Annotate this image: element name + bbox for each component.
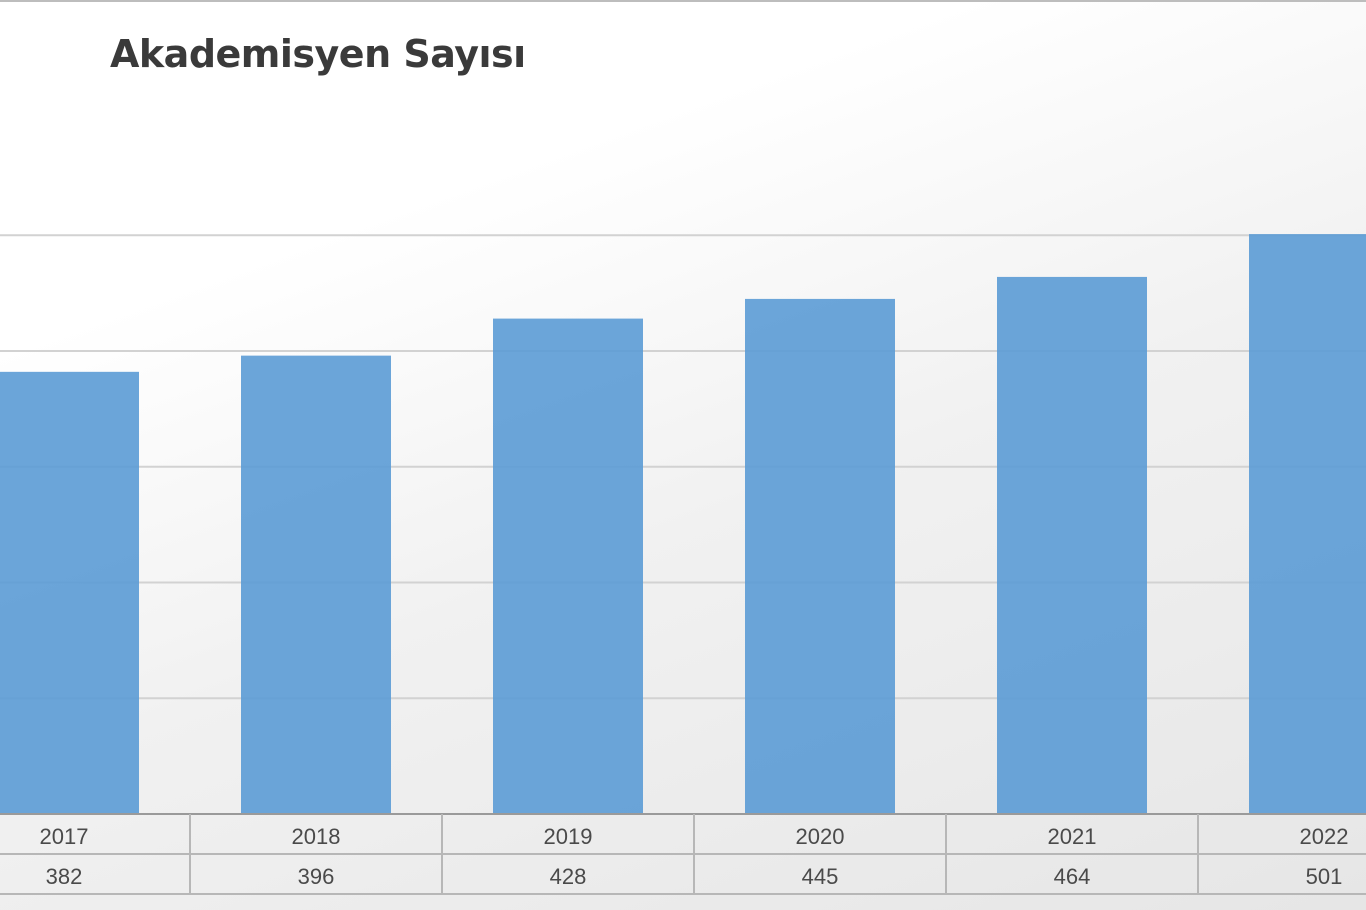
value-label-2019: 428 — [550, 864, 587, 889]
gridlines — [0, 234, 1366, 700]
category-label-2022: 2022 — [1300, 824, 1349, 849]
value-label-2022: 501 — [1306, 864, 1343, 889]
value-label-2018: 396 — [298, 864, 335, 889]
bar-2020 — [745, 298, 895, 815]
data-table: 2017 2018 2019 2020 2021 2022 382 396 428 445 464 5… — [0, 813, 1366, 895]
bar-2022 — [1249, 234, 1366, 814]
category-label-2018: 2018 — [292, 824, 341, 849]
bar-2017 — [0, 371, 139, 814]
value-label-2020: 445 — [802, 864, 839, 889]
bars — [0, 234, 1366, 815]
category-label-2021: 2021 — [1048, 824, 1097, 849]
bar-2021 — [997, 276, 1147, 814]
category-label-2017: 2017 — [40, 824, 89, 849]
bar-2018 — [241, 355, 391, 814]
value-label-2017: 382 — [46, 864, 83, 889]
category-label-2019: 2019 — [544, 824, 593, 849]
chart-title: Akademisyen Sayısı — [110, 32, 526, 76]
value-label-2021: 464 — [1054, 864, 1091, 889]
category-label-2020: 2020 — [796, 824, 845, 849]
bar-2019 — [493, 318, 643, 814]
